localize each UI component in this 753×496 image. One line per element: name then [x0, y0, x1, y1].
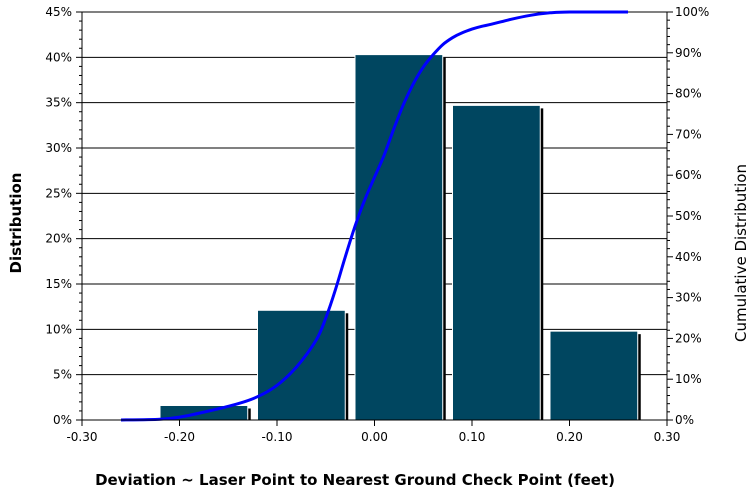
- y-tick-label: 45%: [45, 5, 72, 19]
- x-tick-label: -0.10: [261, 430, 292, 444]
- x-tick-label: 0.30: [654, 430, 681, 444]
- y2-tick-label: 10%: [675, 372, 702, 386]
- bar: [452, 104, 541, 421]
- x-tick-label: 0.10: [459, 430, 486, 444]
- y2-tick-label: 100%: [675, 5, 709, 19]
- y-tick-label: 15%: [45, 277, 72, 291]
- y-tick-label: 0%: [53, 413, 72, 427]
- y2-tick-label: 60%: [675, 168, 702, 182]
- x-tick-label: 0.00: [361, 430, 388, 444]
- y2-tick-label: 20%: [675, 331, 702, 345]
- cumulative-line: [120, 10, 629, 422]
- cumulative-line-group: [120, 10, 629, 422]
- y-tick-label: 5%: [53, 368, 72, 382]
- x-tick-label: 0.20: [556, 430, 583, 444]
- y-tick-label: 10%: [45, 322, 72, 336]
- y2-tick-label: 50%: [675, 209, 702, 223]
- y-axis-title: Distribution: [7, 173, 25, 274]
- y-tick-label: 20%: [45, 232, 72, 246]
- axes: [76, 11, 673, 426]
- x-tick-label: -0.30: [66, 430, 97, 444]
- bar: [257, 309, 346, 421]
- y-tick-label: 30%: [45, 141, 72, 155]
- histogram-bars: [159, 54, 641, 421]
- y-tick-label: 35%: [45, 96, 72, 110]
- x-axis-title: Deviation ~ Laser Point to Nearest Groun…: [95, 471, 615, 489]
- y2-tick-label: 90%: [675, 46, 702, 60]
- bar: [549, 330, 639, 421]
- y2-tick-label: 30%: [675, 291, 702, 305]
- y2-tick-label: 80%: [675, 87, 702, 101]
- y2-axis-title: Cumulative Distribution: [732, 164, 750, 342]
- bar: [354, 54, 444, 421]
- tick-labels: 0% 5% 10% 15% 20% 25% 30% 35% 40% 45% 0% 10% 20% 30% 4…: [45, 5, 709, 444]
- y2-tick-label: 0%: [675, 413, 694, 427]
- y2-tick-label: 70%: [675, 127, 702, 141]
- x-tick-label: -0.20: [164, 430, 195, 444]
- y-tick-label: 25%: [45, 186, 72, 200]
- y-tick-label: 40%: [45, 50, 72, 64]
- y2-tick-label: 40%: [675, 250, 702, 264]
